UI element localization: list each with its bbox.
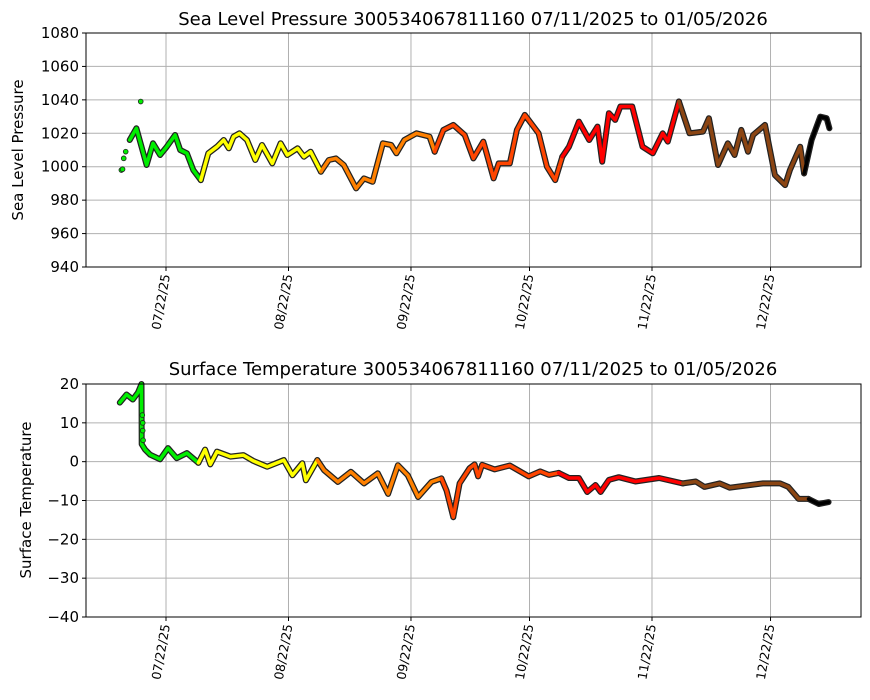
- y-tick-label: 1000: [41, 158, 79, 176]
- y-tick-label: 10: [60, 414, 79, 432]
- series-line-segment: [118, 382, 201, 465]
- data-point: [139, 412, 146, 418]
- x-tick-label: 07/22/25: [148, 623, 173, 681]
- grid-lines: [86, 383, 861, 618]
- x-tick-label: 10/22/25: [512, 623, 537, 681]
- series-line-segment: [196, 447, 320, 483]
- series-line-segment: [127, 126, 203, 182]
- series-line-segment: [560, 99, 681, 164]
- x-tick-label: 08/22/25: [271, 273, 296, 331]
- y-tick-label: 980: [50, 191, 79, 209]
- series-outline: [116, 381, 202, 466]
- x-tick-label: 10/22/25: [512, 273, 537, 331]
- y-tick-label: −30: [47, 569, 79, 587]
- y-ticks: −40 −30 −20 −10 0 10 20: [47, 375, 86, 626]
- x-tick-label: 11/22/25: [634, 273, 659, 331]
- chart-title: Surface Temperature 300534067811160 07/1…: [169, 359, 778, 380]
- series-outline: [555, 469, 686, 495]
- surface-temperature-chart: −40 −30 −20 −10 0 10 20 07/22/25 08/22/25 09/22/…: [17, 359, 862, 681]
- y-tick-label: −20: [47, 530, 79, 548]
- data-point: [120, 155, 127, 162]
- y-axis-label: Sea Level Pressure: [9, 79, 27, 220]
- series-outline: [675, 98, 808, 189]
- data-point: [137, 98, 144, 105]
- series-line-segment: [199, 131, 323, 182]
- y-tick-label: 1020: [41, 124, 79, 142]
- x-tick-label: 09/22/25: [393, 623, 418, 681]
- x-ticks: 07/22/25 08/22/25 09/22/25 10/22/25 11/22/25…: [148, 267, 777, 331]
- data-point: [119, 166, 126, 173]
- series-line-segment: [315, 458, 444, 499]
- series-line-segment: [432, 113, 565, 182]
- data-point: [140, 437, 146, 444]
- y-tick-label: −10: [47, 492, 79, 510]
- x-tick-label: 08/22/25: [271, 623, 296, 681]
- pressure-series: [118, 98, 833, 192]
- series-line-segment: [802, 114, 832, 176]
- data-point: [139, 420, 146, 426]
- y-tick-label: 20: [60, 375, 79, 393]
- series-line-segment: [806, 497, 831, 506]
- y-tick-label: 1080: [41, 24, 79, 42]
- x-tick-label: 11/22/25: [634, 623, 659, 681]
- x-tick-label: 09/22/25: [393, 273, 418, 331]
- series-line-segment: [556, 471, 685, 494]
- y-axis-label: Surface Temperature: [17, 422, 35, 579]
- x-tick-label: 12/22/25: [753, 273, 778, 331]
- series-line-segment: [681, 479, 811, 501]
- y-tick-label: −40: [47, 608, 79, 626]
- data-point: [139, 427, 146, 434]
- x-tick-label: 07/22/25: [148, 273, 173, 331]
- y-tick-label: 1060: [41, 57, 79, 75]
- series-line-segment: [677, 99, 806, 187]
- axes-frame: [85, 32, 862, 268]
- chart-title: Sea Level Pressure 300534067811160 07/11…: [178, 9, 768, 30]
- data-point: [122, 148, 129, 155]
- series-line-segment: [439, 462, 561, 519]
- series-line-segment: [319, 131, 437, 191]
- y-tick-label: 960: [50, 225, 79, 243]
- y-tick-label: 1040: [41, 91, 79, 109]
- sea-level-pressure-chart: 940 960 980 1000 1020 1040 1060 1080 07/22/25 08…: [9, 9, 862, 331]
- y-tick-label: 0: [69, 453, 79, 471]
- y-tick-label: 940: [50, 258, 79, 276]
- x-tick-label: 12/22/25: [753, 623, 778, 681]
- temperature-series: [116, 381, 832, 521]
- y-ticks: 940 960 980 1000 1020 1040 1060 1080: [41, 24, 86, 276]
- x-ticks: 07/22/25 08/22/25 09/22/25 10/22/25 11/22/25…: [148, 617, 777, 681]
